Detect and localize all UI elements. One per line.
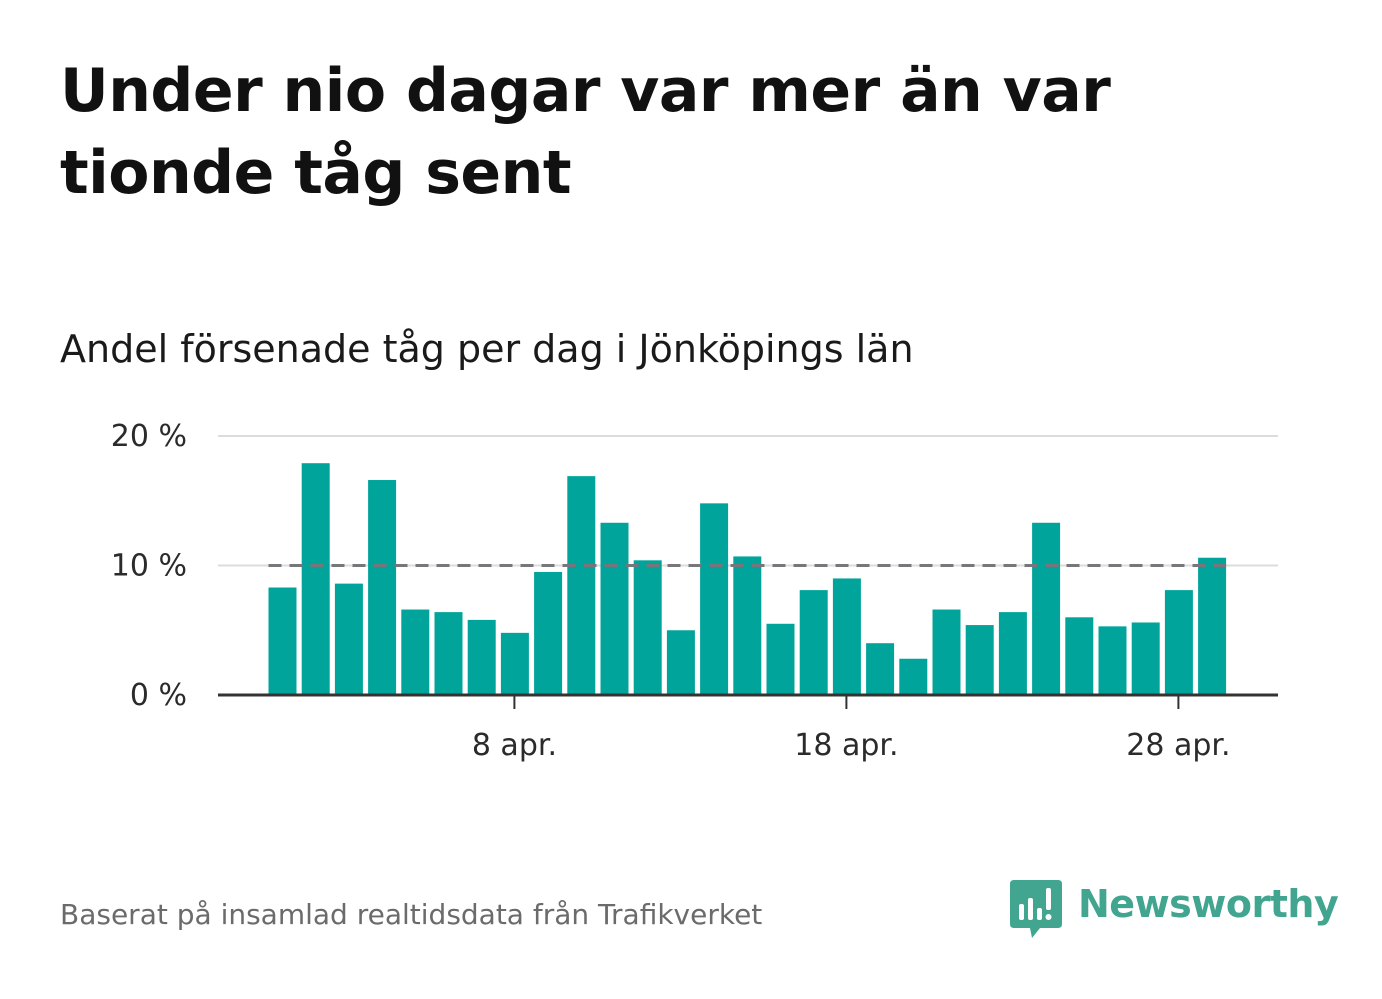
- y-axis-labels: 0 % 10 % 20 %: [111, 419, 187, 713]
- x-tick-label: 28 apr.: [1126, 728, 1230, 763]
- y-tick-label: 0 %: [130, 678, 187, 713]
- bars: [268, 463, 1227, 695]
- chart-subtitle: Andel försenade tåg per dag i Jönköpings…: [60, 327, 914, 371]
- bar: [700, 503, 729, 695]
- x-tick-label: 8 apr.: [472, 728, 557, 763]
- bar: [965, 625, 994, 695]
- brand-name: Newsworthy: [1078, 882, 1339, 926]
- bar: [932, 609, 961, 695]
- bar: [534, 571, 563, 695]
- bar: [301, 463, 330, 695]
- bar: [766, 623, 795, 695]
- bar: [368, 480, 397, 695]
- bar-chart: 0 % 10 % 20 % 8 apr. 18 apr. 28 apr.: [111, 419, 1278, 763]
- bar: [1098, 626, 1127, 695]
- bar: [998, 612, 1027, 695]
- bar: [434, 612, 463, 695]
- chart-title: Under nio dagar var mer än var tionde tå…: [60, 56, 1111, 208]
- bar: [268, 587, 297, 695]
- bar: [334, 583, 363, 695]
- bar: [1065, 617, 1094, 695]
- bar: [1032, 522, 1061, 695]
- bar: [1164, 590, 1193, 695]
- bar: [467, 619, 496, 695]
- x-tick-label: 18 apr.: [794, 728, 898, 763]
- bar: [733, 556, 762, 695]
- bar: [567, 476, 596, 695]
- bar: [633, 560, 662, 695]
- bar: [600, 522, 629, 695]
- bar: [1131, 622, 1160, 695]
- source-note: Baserat på insamlad realtidsdata från Tr…: [60, 898, 763, 931]
- bar: [401, 609, 430, 695]
- bar: [799, 590, 828, 695]
- bar: [1198, 557, 1227, 695]
- bar: [866, 643, 895, 695]
- y-tick-label: 10 %: [111, 549, 187, 584]
- bar: [666, 630, 695, 695]
- newsworthy-logo-icon: [1010, 880, 1062, 938]
- y-tick-label: 20 %: [111, 419, 187, 454]
- x-axis-labels: 8 apr. 18 apr. 28 apr.: [472, 695, 1231, 763]
- bar: [899, 658, 928, 695]
- bar: [500, 632, 529, 695]
- bar: [832, 578, 861, 695]
